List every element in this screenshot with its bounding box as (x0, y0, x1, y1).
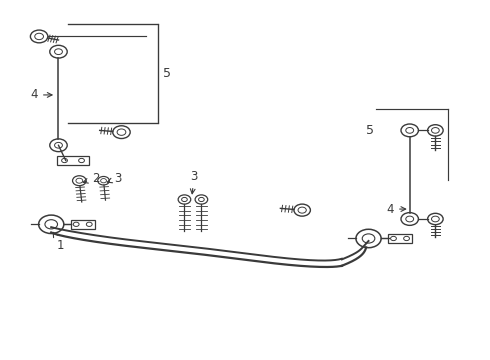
Text: 3: 3 (190, 170, 198, 194)
Text: 5: 5 (366, 124, 374, 137)
Text: 4: 4 (387, 203, 406, 216)
Text: 2: 2 (83, 172, 99, 185)
Text: 3: 3 (107, 172, 122, 185)
Text: 5: 5 (163, 67, 171, 80)
Bar (388, 234, 412, 243)
Text: 4: 4 (30, 89, 52, 102)
Bar (57, 156, 89, 166)
Bar (71, 220, 95, 229)
Text: 1: 1 (53, 233, 65, 252)
